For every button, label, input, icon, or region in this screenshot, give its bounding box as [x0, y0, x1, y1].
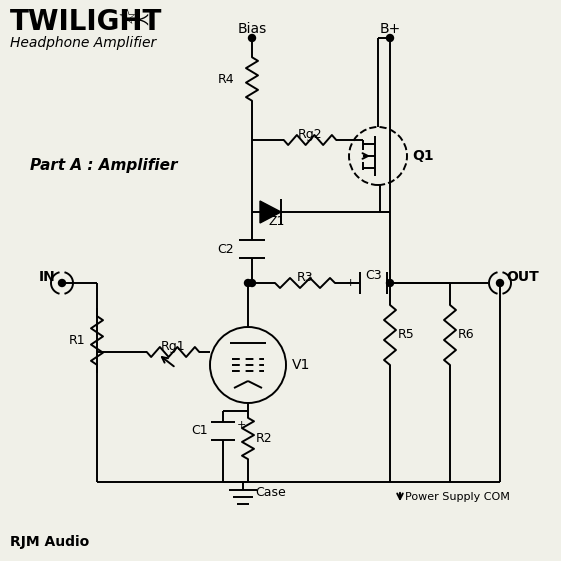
Text: R6: R6 [458, 329, 475, 342]
Text: Rg2: Rg2 [298, 128, 323, 141]
Text: ☆: ☆ [118, 8, 137, 28]
Text: B+: B+ [379, 22, 401, 36]
Text: Bias: Bias [237, 22, 266, 36]
Text: Z1: Z1 [269, 215, 285, 228]
Text: R3: R3 [297, 271, 313, 284]
Circle shape [496, 279, 504, 287]
Text: C1: C1 [191, 425, 208, 438]
Circle shape [387, 279, 393, 287]
Text: C3: C3 [365, 269, 382, 282]
Text: R1: R1 [68, 333, 85, 347]
Text: ≺: ≺ [135, 10, 149, 28]
Text: RJM Audio: RJM Audio [10, 535, 89, 549]
Text: Rg1: Rg1 [160, 340, 185, 353]
Text: R2: R2 [256, 431, 273, 444]
Text: V1: V1 [292, 358, 310, 372]
Text: R5: R5 [398, 329, 415, 342]
Text: Part A : Amplifier: Part A : Amplifier [30, 158, 177, 173]
Text: TWILIGHT: TWILIGHT [10, 8, 162, 36]
Text: +: + [237, 420, 246, 430]
Text: OUT: OUT [506, 270, 539, 284]
Text: Q1: Q1 [412, 149, 434, 163]
Polygon shape [260, 201, 281, 223]
Text: +: + [346, 278, 355, 288]
Text: Case: Case [256, 486, 286, 499]
Text: Headphone Amplifier: Headphone Amplifier [10, 36, 157, 50]
Text: C2: C2 [217, 242, 234, 255]
Text: IN: IN [39, 270, 56, 284]
Text: R4: R4 [217, 72, 234, 85]
Text: Power Supply COM: Power Supply COM [405, 492, 510, 502]
Circle shape [249, 279, 255, 287]
Circle shape [387, 34, 393, 42]
Circle shape [58, 279, 66, 287]
Circle shape [249, 34, 255, 42]
Circle shape [245, 279, 251, 287]
